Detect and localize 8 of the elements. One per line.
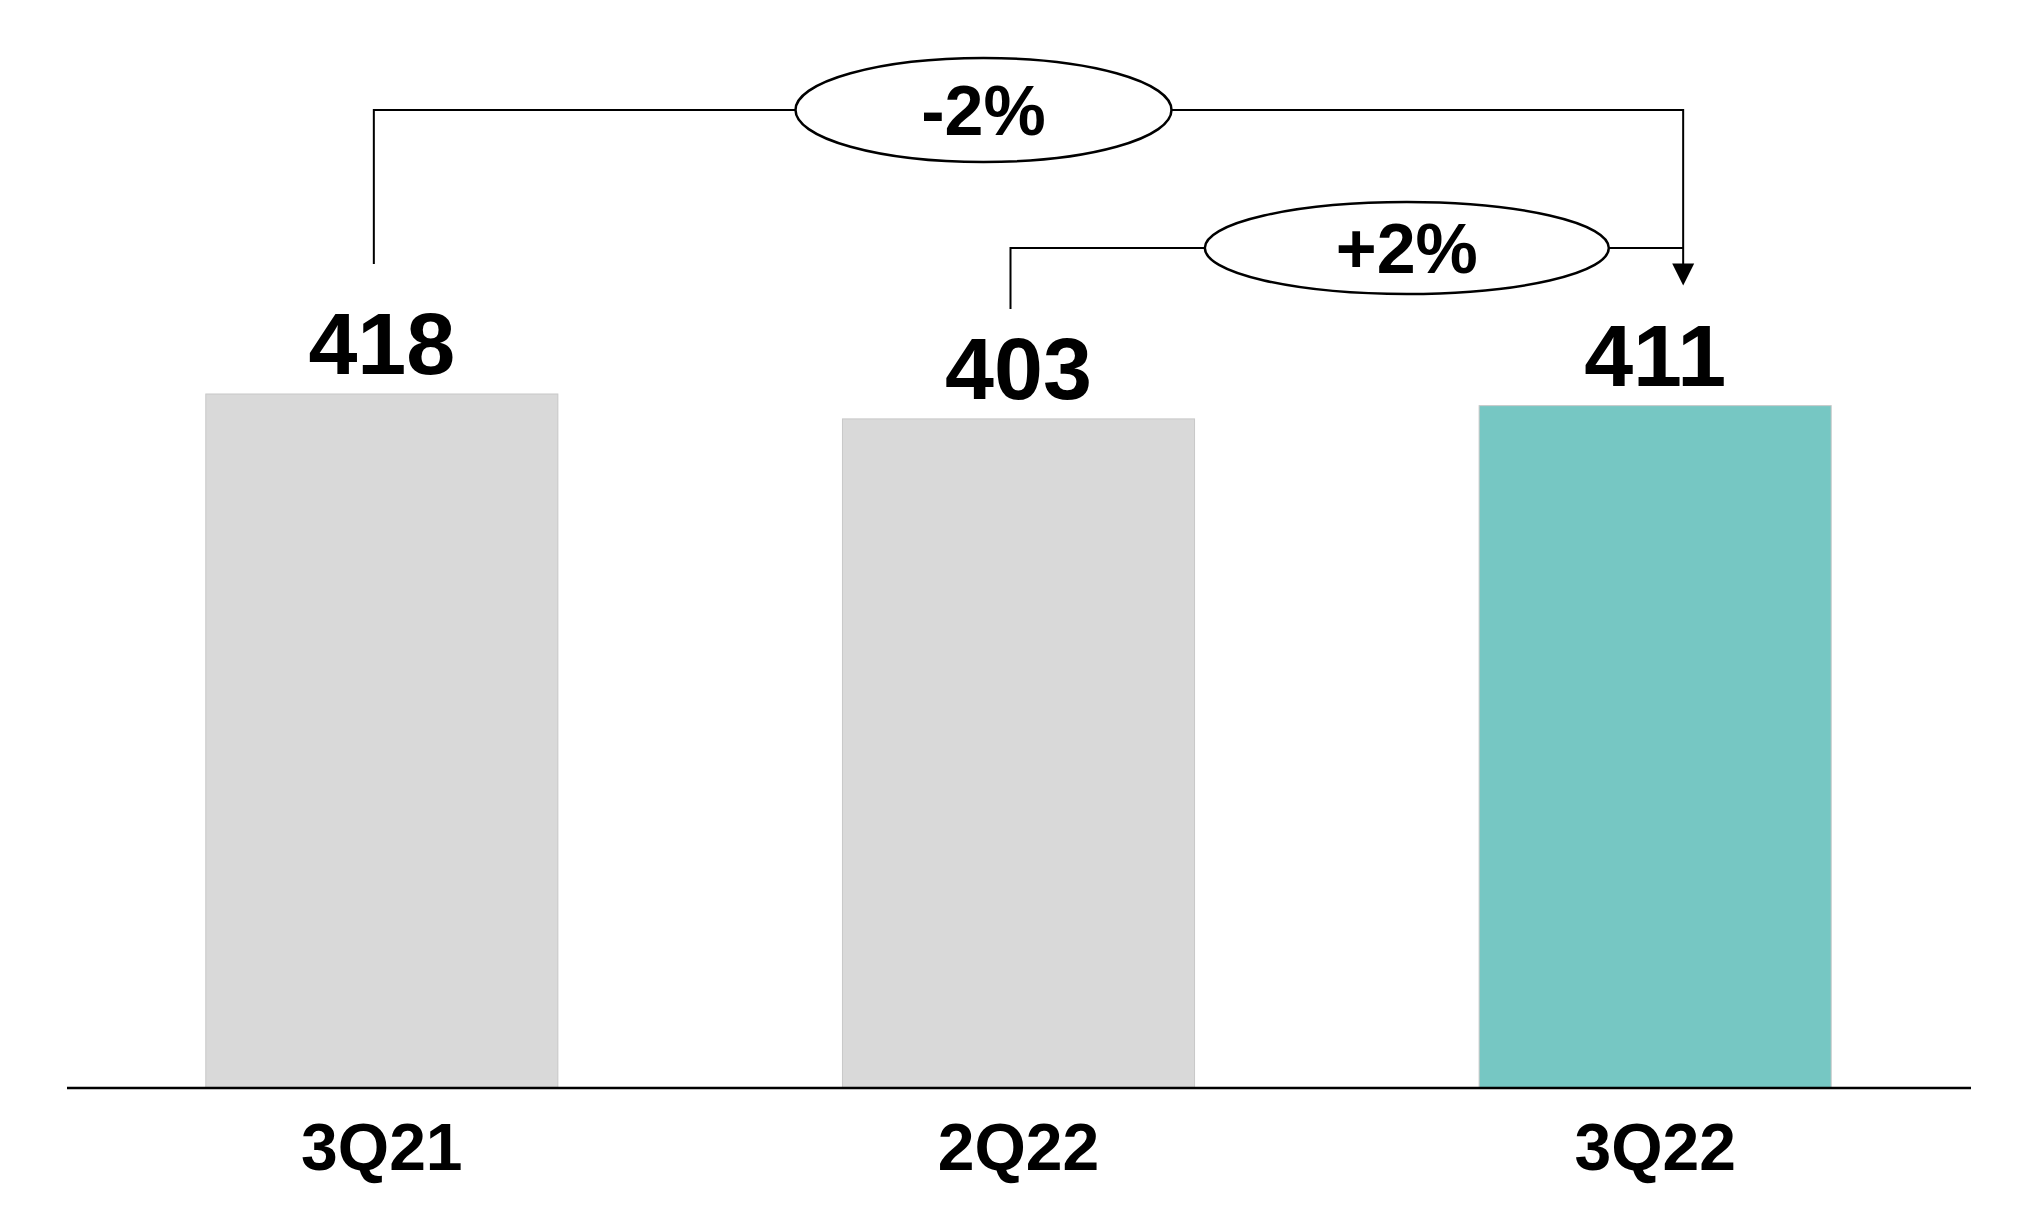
text: +2%	[1335, 210, 1478, 288]
data-label: 418	[308, 294, 456, 393]
data-label: 403	[945, 318, 1092, 418]
x-tick-label: 2Q22	[937, 1110, 1100, 1184]
text: -2%	[921, 72, 1046, 150]
data-label: 411	[1584, 305, 1727, 405]
x-tick-label: 3Q22	[1574, 1110, 1736, 1184]
x-tick-label: 3Q21	[301, 1110, 463, 1184]
